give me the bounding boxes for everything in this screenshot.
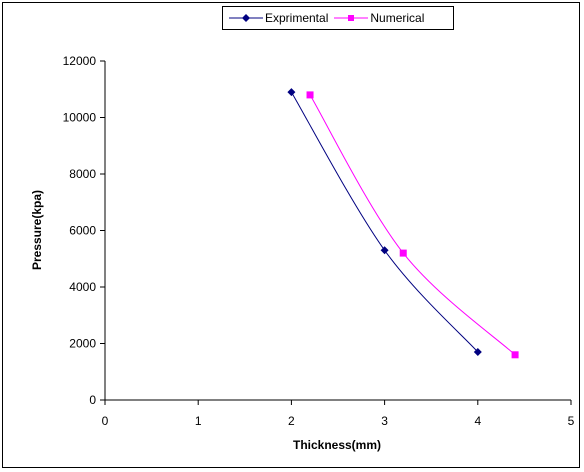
y-tick-label: 8000 bbox=[69, 167, 96, 181]
series-line-numerical bbox=[309, 94, 516, 356]
chart-legend: Exprimental Numerical bbox=[222, 6, 454, 30]
data-point-exprimental bbox=[380, 246, 389, 255]
y-tick-label: 0 bbox=[89, 393, 96, 407]
x-tick-label: 5 bbox=[568, 414, 575, 428]
y-tick-label: 10000 bbox=[63, 111, 97, 125]
y-tick-label: 2000 bbox=[69, 337, 96, 351]
y-tick-label: 12000 bbox=[63, 54, 97, 68]
x-tick-label: 2 bbox=[288, 414, 295, 428]
data-point-exprimental bbox=[287, 88, 296, 97]
x-tick-label: 3 bbox=[381, 414, 388, 428]
x-tick-label: 1 bbox=[195, 414, 202, 428]
y-tick-label: 4000 bbox=[69, 280, 96, 294]
legend-item-exprimental: Exprimental bbox=[229, 11, 328, 25]
chart-frame bbox=[2, 2, 580, 468]
x-tick-label: 4 bbox=[474, 414, 481, 428]
x-axis-title: Thickness(mm) bbox=[292, 438, 382, 452]
legend-swatch-numerical bbox=[334, 15, 369, 21]
data-point-numerical bbox=[306, 91, 314, 99]
legend-item-numerical: Numerical bbox=[334, 11, 424, 25]
y-axis-title: Pressure(kpa) bbox=[30, 189, 44, 271]
legend-label-numerical: Numerical bbox=[370, 11, 425, 25]
legend-label-exprimental: Exprimental bbox=[265, 11, 329, 25]
data-point-numerical bbox=[399, 249, 407, 257]
legend-swatch-exprimental bbox=[229, 14, 263, 22]
data-point-exprimental bbox=[473, 347, 482, 356]
data-point-numerical bbox=[511, 351, 519, 359]
y-tick-label: 6000 bbox=[69, 224, 96, 238]
x-tick-label: 0 bbox=[102, 414, 109, 428]
series-line-exprimental bbox=[290, 91, 479, 353]
